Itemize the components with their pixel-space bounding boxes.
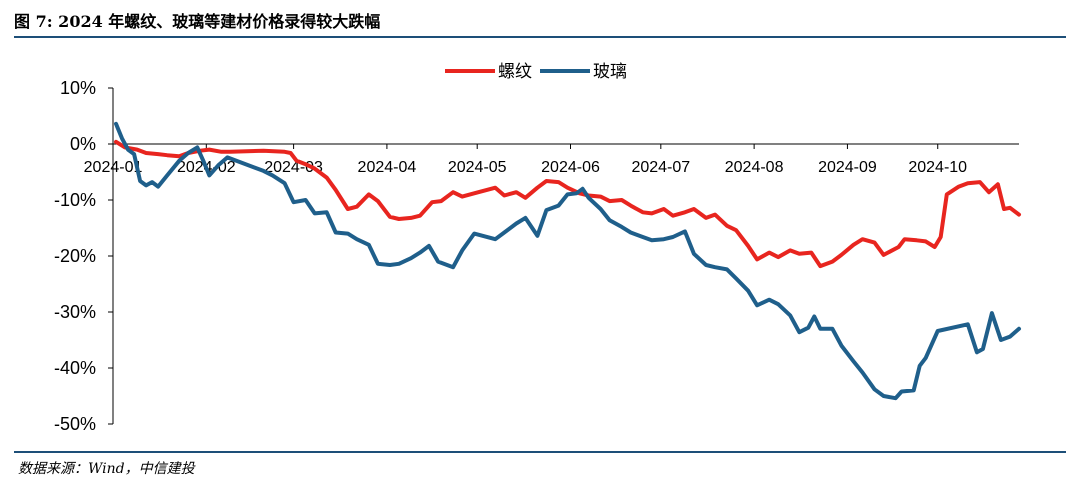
title-divider <box>14 36 1066 38</box>
x-tick-label: 2024-01 <box>84 159 143 176</box>
y-tick-label: -40% <box>54 358 96 378</box>
series-line-1 <box>114 139 1021 269</box>
y-tick-label: -30% <box>54 302 96 322</box>
legend-label: 螺纹 <box>498 62 532 82</box>
footer-divider <box>14 451 1066 453</box>
y-tick-label: 10% <box>60 78 96 98</box>
x-tick-label: 2024-03 <box>264 159 323 176</box>
y-tick-label: -10% <box>54 190 96 210</box>
x-tick-label: 2024-08 <box>725 159 784 176</box>
y-tick-label: -20% <box>54 246 96 266</box>
legend: 螺纹 玻璃 <box>445 62 627 82</box>
y-tick-label: -50% <box>54 414 96 434</box>
x-tick-label: 2024-05 <box>448 159 507 176</box>
plot-area <box>114 121 1021 401</box>
x-tick-label: 2024-04 <box>358 159 417 176</box>
y-tick-label: 0% <box>70 134 96 154</box>
x-tick-label: 2024-09 <box>818 159 877 176</box>
x-tick-label: 2024-06 <box>541 159 600 176</box>
x-tick-label: 2024-07 <box>631 159 690 176</box>
source-note: 数据来源：Wind，中信建投 <box>18 461 195 477</box>
y-axis: 10% 0% -10% -20% -30% -40% -50% <box>54 78 114 434</box>
series-line-2 <box>114 121 1021 401</box>
x-axis: 2024-01 2024-02 2024-03 2024-04 2024-05 2024-… <box>84 143 1019 176</box>
legend-label: 玻璃 <box>593 62 627 82</box>
x-tick-label: 2024-10 <box>908 159 967 176</box>
figure-title: 图 7: 2024 年螺纹、玻璃等建材价格录得较大跌幅 <box>14 12 381 31</box>
